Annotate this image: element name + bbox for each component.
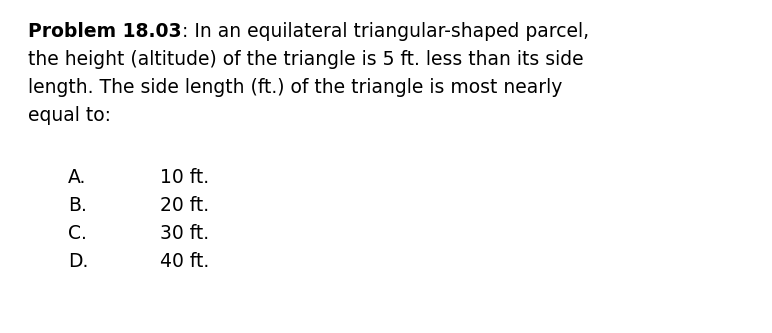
Text: the height (altitude) of the triangle is 5 ft. less than its side: the height (altitude) of the triangle is… bbox=[28, 50, 584, 69]
Text: 40 ft.: 40 ft. bbox=[160, 252, 209, 271]
Text: : In an equilateral triangular-shaped parcel,: : In an equilateral triangular-shaped pa… bbox=[181, 22, 589, 41]
Text: 20 ft.: 20 ft. bbox=[160, 196, 209, 215]
Text: Problem 18.03: Problem 18.03 bbox=[28, 22, 181, 41]
Text: D.: D. bbox=[68, 252, 88, 271]
Text: C.: C. bbox=[68, 224, 87, 243]
Text: length. The side length (ft.) of the triangle is most nearly: length. The side length (ft.) of the tri… bbox=[28, 78, 562, 97]
Text: equal to:: equal to: bbox=[28, 106, 111, 125]
Text: 30 ft.: 30 ft. bbox=[160, 224, 209, 243]
Text: B.: B. bbox=[68, 196, 87, 215]
Text: A.: A. bbox=[68, 168, 86, 187]
Text: 10 ft.: 10 ft. bbox=[160, 168, 209, 187]
